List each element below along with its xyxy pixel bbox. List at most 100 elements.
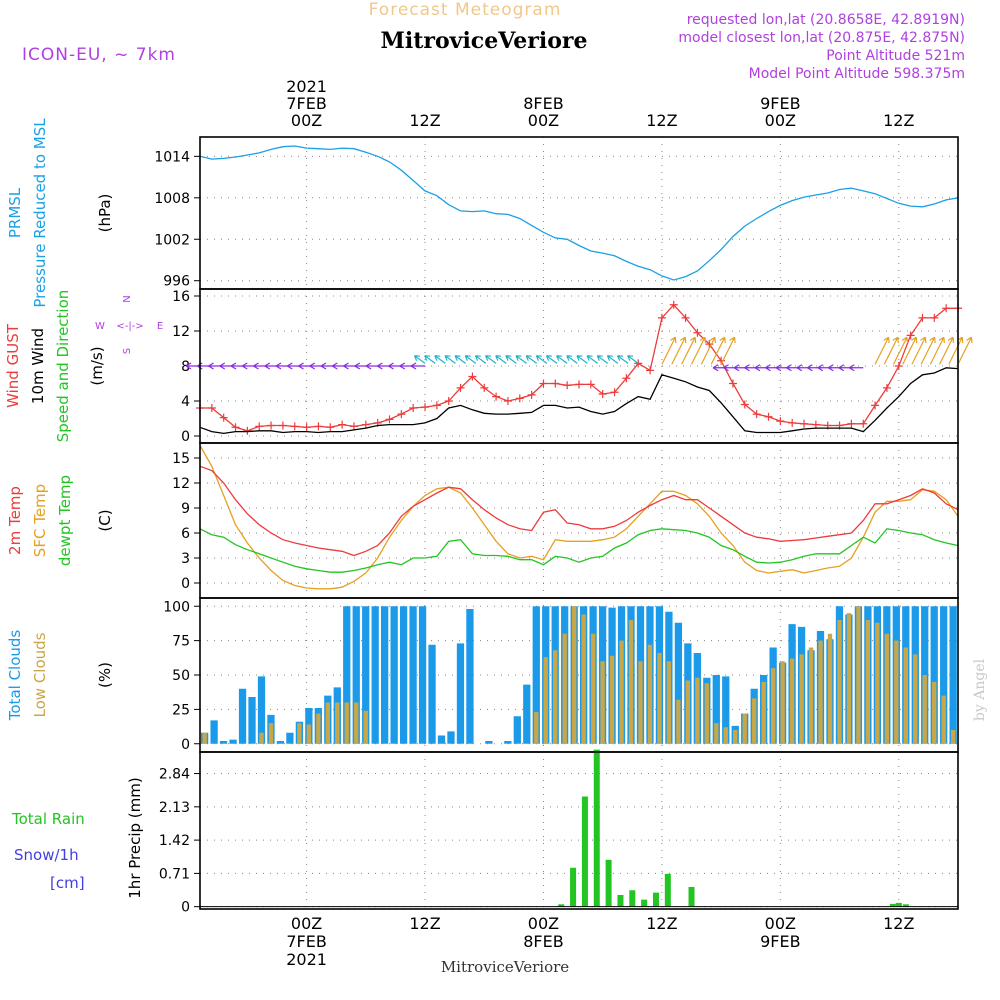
gust-marker [515,394,524,403]
low-cloud-bar [714,723,719,744]
y-tick-label: 50 [172,668,190,684]
gust-marker [207,404,216,412]
gust-marker [800,419,809,428]
precip-bar [652,892,659,907]
low-cloud-bar [553,650,558,744]
precip-bar [895,902,902,907]
gust-marker [527,390,536,399]
total-cloud-bar [210,720,218,744]
wind-arrow [495,355,507,364]
y-tick-label: 16 [172,289,190,305]
gust-marker [598,390,607,398]
wind-arrow [424,355,436,364]
low-cloud-bar [363,710,368,744]
panel-label: Total Clouds [6,630,24,722]
y-tick-label: 1014 [154,149,190,165]
low-cloud-bar [894,640,899,744]
total-cloud-bar [409,606,417,744]
bottom-tick-label: 2021 [286,950,327,969]
low-cloud-bar [770,668,776,744]
gust-marker [397,410,406,419]
gust-marker [290,422,299,431]
gust-marker [551,379,560,388]
top-tick-label: 9FEB [760,94,800,113]
total-cloud-bar [930,606,938,744]
model-name: ICON-EU, ~ 7km [22,45,176,65]
location-title: MitroviceVeriore [381,28,588,54]
gust-marker [918,313,927,322]
y-tick-label: 8 [181,359,190,375]
total-cloud-bar [352,606,360,744]
panel-label: Pressure Reduced to MSL [31,118,49,308]
gust-marker [811,420,820,429]
low-cloud-bar [306,724,312,744]
low-cloud-bar [335,702,340,744]
y-tick-label: 1002 [154,232,190,248]
wind-arrow [410,362,426,370]
wind-arrow [545,355,558,364]
gust-marker [349,422,358,431]
gust-marker [385,415,394,424]
y-tick-label: 996 [163,274,190,290]
low-cloud-bar [799,654,804,744]
bottom-tick-label: 00Z [528,914,559,933]
low-cloud-bar [581,614,586,744]
compass-we: <-|-> [116,321,143,332]
bottom-tick-label: 7FEB [286,932,326,951]
compass-e: E [157,321,163,332]
low-cloud-bar [950,730,956,744]
wind-arrow [535,355,548,364]
total-cloud-bar [371,606,379,744]
precip-bar [581,796,588,907]
wind-arrow [681,336,697,365]
low-cloud-bar [354,702,359,744]
panel-label: Speed and Direction [54,290,72,443]
total-cloud-bar [238,688,247,744]
wind-arrow [566,355,578,364]
y-tick-label: 0 [181,576,190,592]
y-tick-label: 4 [181,394,190,410]
wind-arrow [434,355,446,364]
gust-marker [444,397,453,405]
low-cloud-bar [903,647,908,744]
total-cloud-bar [456,643,465,744]
bottom-tick-label: 12Z [646,914,677,933]
gust-marker [468,372,477,381]
total-cloud-bar [466,609,474,744]
panel-label: Low Clouds [31,632,49,717]
precip-bar [617,894,624,907]
gust-marker [575,380,583,389]
gust-marker [740,400,749,409]
model-altitude: Model Point Altitude 598.375m [749,66,965,82]
gust-marker [243,426,252,435]
unit-label: (m/s) [88,346,106,385]
low-cloud-bar [922,675,927,744]
compass-n: N [122,295,133,302]
precip-bar [889,903,896,907]
gust-marker [267,421,276,430]
panel-label: Snow/1h [14,846,79,864]
gust-marker [539,379,548,388]
unit-label: (C) [96,509,114,531]
unit-label: (%) [96,662,114,688]
gust-marker [657,313,666,322]
wind-arrow [454,355,466,364]
low-cloud-bar [534,712,539,744]
precip-bar [688,886,695,907]
unit-label: 1hr Precip (mm) [126,777,144,898]
low-cloud-bar [742,713,747,744]
wind-arrow [576,355,588,364]
low-cloud-bar [590,633,596,744]
y-tick-label: 2.13 [159,800,190,816]
panel-pressure: 996 1002 1008 1014 (hPa) PRMSL Pressure Reduce… [6,118,959,308]
low-cloud-bar [202,732,207,744]
gust-marker [586,380,595,389]
bottom-tick-label: 12Z [883,914,914,933]
series-line-dewpt [199,528,959,573]
gust-marker [859,419,868,428]
gust-marker [492,392,501,401]
total-cloud-bar [504,741,512,744]
